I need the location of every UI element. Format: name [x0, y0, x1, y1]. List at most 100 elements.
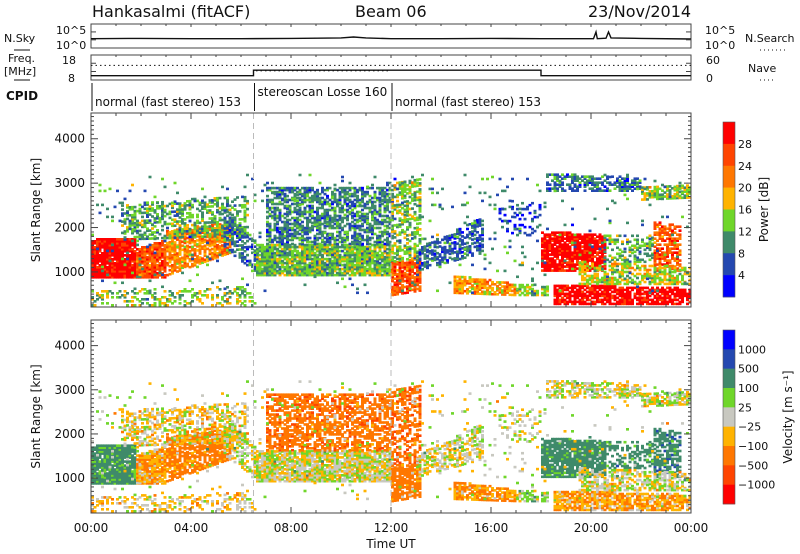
echo-cell — [101, 240, 104, 243]
echo-cell — [208, 217, 212, 220]
echo-cell — [253, 269, 257, 272]
echo-cell — [268, 261, 272, 265]
echo-cell — [138, 221, 142, 225]
echo-cell — [138, 252, 142, 255]
echo-cell — [253, 255, 257, 258]
echo-cell — [156, 268, 159, 271]
echo-cell — [213, 219, 217, 222]
echo-cell — [303, 263, 307, 267]
echo-cell — [116, 292, 119, 295]
echo-cell — [228, 250, 232, 254]
echo-cell — [226, 224, 229, 228]
echo-cell — [303, 247, 307, 251]
echo-cell — [201, 213, 204, 216]
echo-cell — [108, 250, 112, 253]
echo-cell — [206, 235, 209, 239]
echo-cell — [183, 224, 187, 227]
echo-cell — [121, 244, 124, 247]
echo-cell — [301, 273, 304, 277]
echo-cell — [133, 252, 137, 255]
echo-cell — [438, 241, 442, 244]
echo-cell — [96, 276, 99, 279]
echo-cell — [101, 296, 104, 299]
echo-cell — [258, 267, 262, 271]
echo-cell — [266, 247, 269, 251]
echo-cell — [178, 259, 182, 262]
echo-cell — [196, 239, 199, 242]
echo-cell — [288, 261, 292, 265]
echo-cell — [111, 260, 114, 263]
echo-cell — [418, 228, 422, 231]
echo-cell — [211, 253, 214, 257]
echo-cell — [136, 248, 139, 251]
echo-cell — [291, 259, 294, 263]
echo-cell — [248, 261, 252, 265]
echo-cell — [136, 298, 139, 301]
echo-cell — [221, 244, 224, 247]
echo-cell — [243, 197, 247, 201]
echo-cell — [238, 224, 242, 227]
echo-cell — [226, 210, 229, 214]
echo-cell — [186, 244, 189, 248]
echo-cell — [141, 274, 144, 277]
echo-cell — [276, 251, 279, 255]
echo-cell — [278, 255, 282, 259]
echo-cell — [181, 210, 184, 213]
echo-cell — [216, 246, 219, 249]
echo-cell — [91, 242, 94, 245]
echo-cell — [178, 204, 182, 207]
echo-cell — [156, 217, 159, 220]
echo-cell — [148, 246, 152, 249]
echo-cell — [126, 242, 129, 245]
echo-cell — [306, 273, 309, 277]
echo-cell — [293, 263, 297, 267]
echo-cell — [306, 263, 309, 267]
echo-cell — [181, 244, 184, 248]
echo-cell — [108, 262, 112, 265]
echo-cell — [148, 258, 152, 261]
echo-cell — [128, 222, 132, 225]
echo-cell — [256, 273, 259, 277]
echo-cell — [241, 254, 244, 257]
echo-cell — [126, 238, 129, 241]
echo-cell — [183, 265, 187, 269]
echo-cell — [183, 304, 187, 307]
echo-cell — [243, 215, 247, 219]
echo-cell — [96, 250, 99, 253]
echo-cell — [136, 268, 139, 271]
echo-cell — [106, 272, 109, 275]
echo-cell — [106, 268, 109, 271]
echo-cell — [103, 260, 107, 263]
echo-cell — [96, 240, 99, 243]
echo-cell — [198, 221, 202, 225]
echo-cell — [216, 254, 219, 257]
echo-cell — [221, 250, 224, 253]
echo-cell — [188, 213, 192, 217]
echo-cell — [306, 271, 309, 275]
echo-cell — [226, 302, 229, 305]
echo-cell — [198, 231, 202, 235]
echo-cell — [286, 265, 289, 269]
echo-cell — [161, 204, 164, 208]
echo-cell — [218, 288, 222, 291]
echo-cell — [228, 245, 232, 249]
echo-cell — [231, 236, 234, 240]
echo-cell — [113, 258, 117, 261]
echo-cell — [283, 257, 287, 261]
echo-cell — [148, 266, 152, 269]
echo-cell — [203, 248, 207, 252]
echo-cell — [213, 256, 217, 260]
echo-cell — [96, 272, 99, 275]
echo-cell — [148, 207, 152, 210]
echo-cell — [151, 294, 154, 297]
echo-cell — [158, 274, 162, 277]
echo-cell — [203, 233, 207, 236]
echo-cell — [286, 251, 289, 255]
echo-cell — [186, 216, 189, 219]
echo-cell — [148, 272, 152, 275]
echo-cell — [163, 222, 167, 226]
echo-cell — [408, 221, 412, 225]
echo-cell — [278, 245, 282, 249]
echo-cell — [118, 266, 122, 269]
echo-cell — [161, 252, 164, 255]
